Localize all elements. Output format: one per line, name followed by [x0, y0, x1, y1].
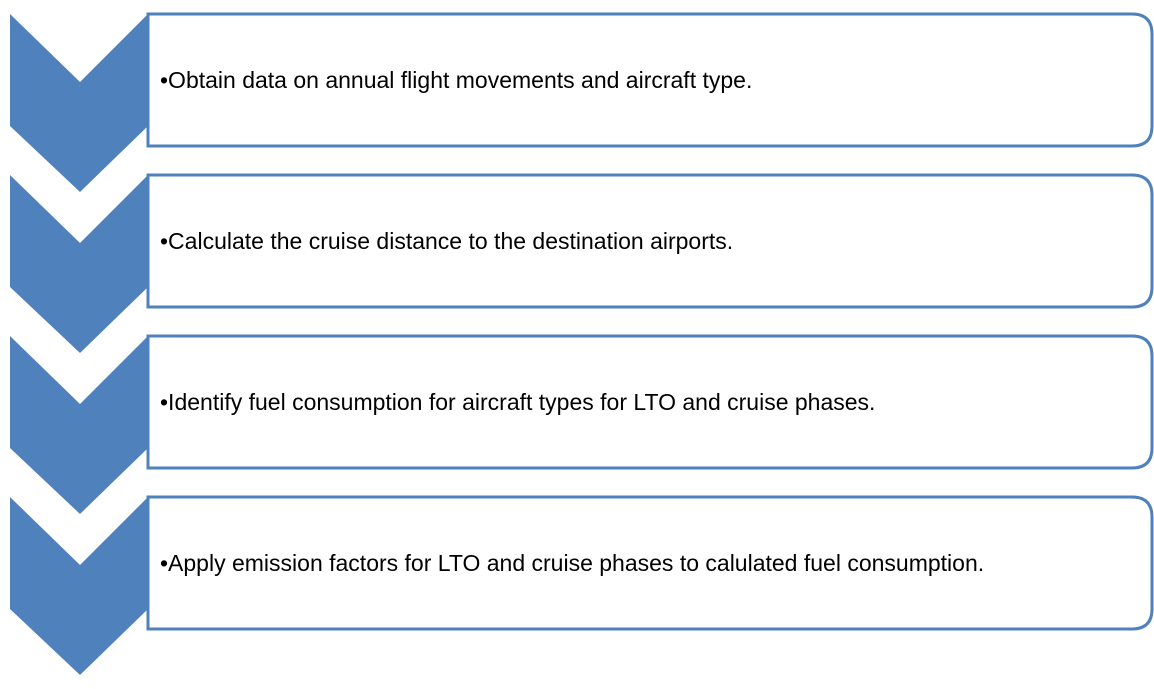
step-text: •Apply emission factors for LTO and crui…: [160, 549, 985, 576]
chevron: [10, 175, 148, 353]
step-box: [146, 12, 1154, 148]
step-text: •Identify fuel consumption for aircraft …: [160, 388, 876, 415]
step-text: •Obtain data on annual flight movements …: [160, 66, 753, 93]
step-box: [146, 173, 1154, 309]
step-text: •Calculate the cruise distance to the de…: [160, 227, 734, 254]
chevron: [10, 14, 148, 192]
step-box: [146, 334, 1154, 470]
step-box: [146, 495, 1154, 631]
chevron: [10, 336, 148, 514]
chevron: [10, 497, 148, 675]
